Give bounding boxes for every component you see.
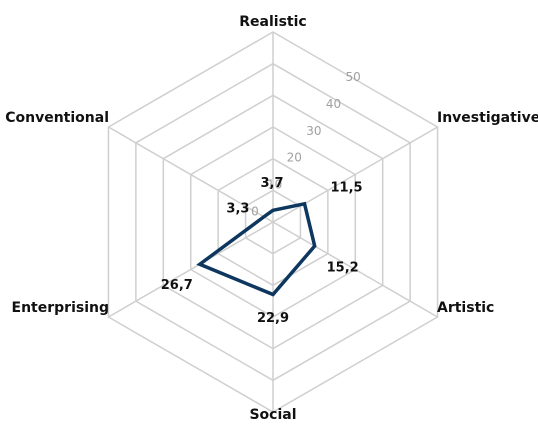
tick-label: 10: [267, 178, 282, 192]
category-label: Social: [249, 407, 296, 423]
tick-label: 50: [346, 70, 361, 84]
category-label: Realistic: [239, 14, 306, 30]
spoke: [108, 221, 274, 318]
category-label: Conventional: [5, 110, 109, 126]
tick-label: 40: [326, 97, 341, 111]
category-label: Enterprising: [12, 300, 109, 316]
category-label: Artistic: [437, 300, 494, 316]
spoke: [108, 126, 274, 223]
tick-label: 20: [287, 151, 302, 165]
data-label: 26,7: [161, 278, 193, 293]
tick-label: 0: [251, 205, 259, 219]
category-label: Investigative: [437, 110, 538, 126]
spoke: [272, 221, 438, 318]
tick-label: 30: [306, 124, 321, 138]
data-label: 22,9: [257, 311, 289, 326]
radar-line: [196, 201, 317, 297]
data-label: 3,7: [260, 176, 283, 191]
data-label: 3,3: [226, 201, 249, 216]
data-label: 11,5: [330, 180, 362, 195]
data-label: 15,2: [327, 261, 359, 276]
